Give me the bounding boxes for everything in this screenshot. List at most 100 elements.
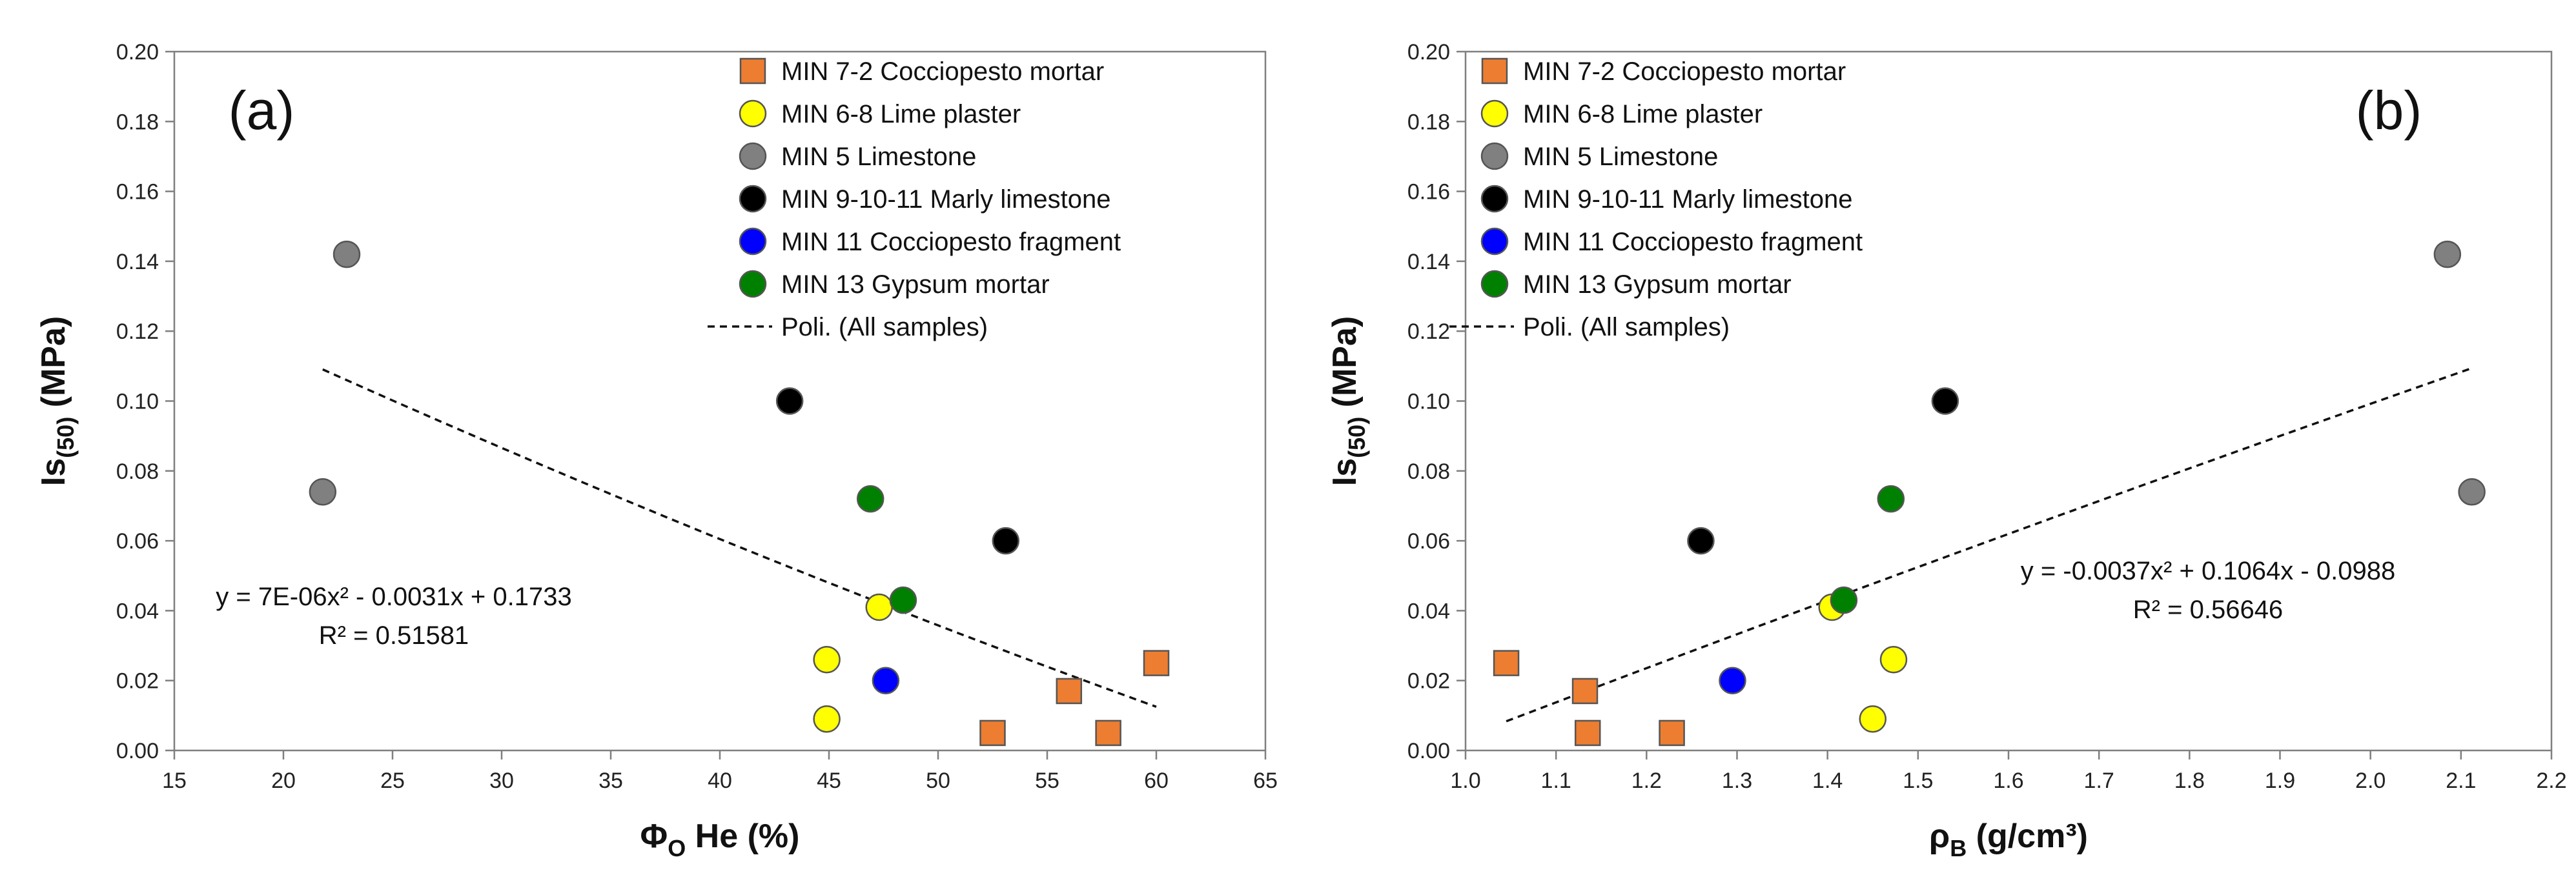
legend: MIN 7-2 Cocciopesto mortar MIN 6-8 Lime p…: [1449, 57, 1863, 341]
trendline-equation: y = -0.0037x² + 0.1064x - 0.0988: [2021, 557, 2395, 585]
trendline-r2: R² = 0.51581: [319, 621, 469, 650]
x-tick-label: 65: [1253, 769, 1278, 793]
x-tick-label: 2.1: [2446, 769, 2476, 793]
y-axis-title-rest: (MPa): [35, 316, 72, 417]
x-tick-label: 35: [598, 769, 623, 793]
y-axis-title-main: Is: [1326, 458, 1364, 486]
x-tick-label: 25: [380, 769, 405, 793]
x-axis-title-main: Φ: [640, 818, 668, 855]
legend-marker: [739, 142, 767, 170]
x-axis-title-sub: B: [1950, 835, 1967, 861]
data-point-series-2: [2458, 478, 2486, 506]
legend-label: MIN 6-8 Lime plaster: [1523, 100, 1763, 128]
x-tick-label: 1.7: [2084, 769, 2114, 793]
y-axis-title-sub: (50): [52, 417, 79, 458]
data-point-series-2: [2433, 240, 2462, 268]
trendline: [322, 368, 1157, 708]
data-point-series-5: [856, 485, 884, 513]
legend-label: MIN 11 Cocciopesto fragment: [1523, 228, 1863, 256]
x-tick-label: 20: [271, 769, 296, 793]
x-tick-label: 50: [926, 769, 950, 793]
x-tick-label: 1.3: [1722, 769, 1752, 793]
data-point-series-0: [1143, 650, 1170, 676]
data-point-series-1: [813, 705, 841, 733]
y-tick-label: 0.16: [1407, 180, 1450, 205]
x-tick-label: 1.2: [1631, 769, 1662, 793]
x-axis-title-rest: He (%): [686, 818, 799, 855]
data-point-series-0: [1095, 719, 1121, 747]
y-tick-label: 0.18: [1407, 110, 1450, 134]
y-tick-label: 0.20: [116, 40, 159, 65]
x-tick-label: 1.6: [1993, 769, 2023, 793]
data-point-series-1: [1879, 645, 1908, 674]
data-point-series-3: [992, 527, 1020, 555]
x-tick-label: 1.8: [2174, 769, 2205, 793]
legend-label: MIN 5 Limestone: [781, 143, 976, 171]
y-tick-label: 0.18: [116, 110, 159, 134]
legend-marker: [739, 99, 767, 128]
x-tick-label: 1.4: [1812, 769, 1843, 793]
data-point-series-3: [775, 387, 804, 415]
x-axis-title: ρB (g/cm³): [1929, 818, 2088, 861]
x-tick-label: 30: [489, 769, 514, 793]
panel-label: (b): [2356, 80, 2422, 141]
y-tick-label: 0.10: [116, 390, 159, 414]
x-tick-label: 1.0: [1450, 769, 1480, 793]
x-tick-label: 1.1: [1541, 769, 1571, 793]
x-tick-label: 45: [817, 769, 841, 793]
trendline-equation: y = 7E-06x² - 0.0031x + 0.1733: [216, 583, 571, 611]
y-tick-label: 0.08: [1407, 459, 1450, 484]
y-axis-title: Is(50) (MPa): [1326, 316, 1370, 486]
legend-marker: [1481, 57, 1508, 85]
x-axis-title-sub: O: [668, 835, 686, 861]
y-tick-label: 0.12: [1407, 319, 1450, 344]
y-tick-label: 0.06: [1407, 529, 1450, 554]
data-point-series-0: [1659, 719, 1685, 747]
y-tick-label: 0.02: [1407, 669, 1450, 694]
x-tick-label: 55: [1035, 769, 1059, 793]
legend-label: MIN 9-10-11 Marly limestone: [781, 185, 1111, 214]
x-tick-label: 1.5: [1903, 769, 1933, 793]
data-point-series-0: [1574, 719, 1601, 747]
legend-marker: [1480, 185, 1509, 213]
legend-label: MIN 13 Gypsum mortar: [781, 270, 1050, 299]
x-axis-title: ΦO He (%): [640, 818, 800, 861]
y-tick-label: 0.10: [1407, 390, 1450, 414]
trendline-r2: R² = 0.56646: [2133, 596, 2283, 624]
data-point-series-0: [1056, 678, 1083, 705]
legend-label: MIN 7-2 Cocciopesto mortar: [1523, 57, 1846, 86]
legend-marker: [739, 227, 767, 256]
legend-trendline-label: Poli. (All samples): [781, 313, 988, 341]
x-tick-label: 60: [1144, 769, 1169, 793]
x-tick-label: 15: [162, 769, 187, 793]
data-point-series-4: [872, 667, 900, 694]
trendline: [1506, 367, 2473, 723]
x-tick-label: 1.9: [2265, 769, 2295, 793]
panel-b: 1.0 1.1 1.2 1.3 1.4 1.5 1.6 1.7 1.8 1.9 2.0 2.1 2.2 0…: [1326, 40, 2567, 861]
y-axis-title-main: Is: [35, 458, 72, 486]
data-point-series-0: [979, 719, 1006, 747]
y-tick-label: 0.06: [116, 529, 159, 554]
legend-marker: [1480, 227, 1509, 256]
data-point-series-1: [1859, 705, 1886, 733]
legend-marker: [1480, 99, 1509, 128]
legend-marker: [1480, 270, 1509, 298]
panel-label: (a): [229, 80, 295, 141]
y-tick-label: 0.20: [1407, 40, 1450, 65]
legend-label: MIN 13 Gypsum mortar: [1523, 270, 1792, 299]
y-tick-label: 0.04: [1407, 599, 1450, 623]
data-point-series-5: [889, 586, 917, 614]
x-tick-label: 2.2: [2536, 769, 2566, 793]
data-point-series-4: [1719, 667, 1746, 694]
y-tick-label: 0.02: [116, 669, 159, 694]
legend-label: MIN 5 Limestone: [1523, 143, 1718, 171]
y-tick-label: 0.14: [1407, 250, 1450, 274]
legend-trendline-label: Poli. (All samples): [1523, 313, 1730, 341]
data-point-series-3: [1687, 527, 1715, 555]
legend-marker: [739, 57, 766, 85]
y-tick-label: 0.08: [116, 459, 159, 484]
data-point-series-2: [332, 240, 361, 268]
x-tick-label: 40: [708, 769, 732, 793]
